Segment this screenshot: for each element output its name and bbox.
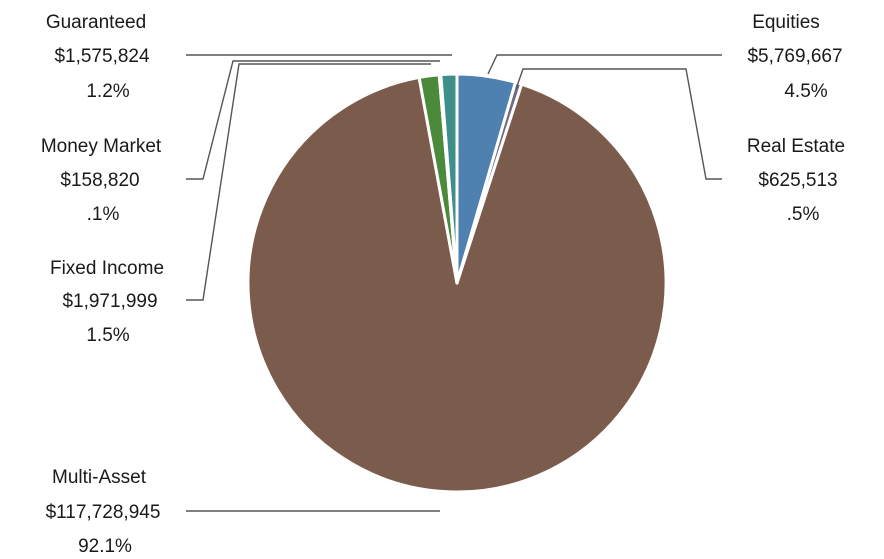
label-equities-amount: $5,769,667 [747,46,842,67]
label-guaranteed-amount: $1,575,824 [54,46,150,67]
label-money-market-percent: .1% [87,204,120,225]
label-fixed-income-percent: 1.5% [86,325,129,346]
label-fixed-income-name: Fixed Income [50,258,164,279]
label-guaranteed-percent: 1.2% [86,81,129,102]
label-multi-asset-percent: 92.1% [78,536,132,557]
label-money-market-name: Money Market [41,136,162,157]
leader-line-real-estate [515,68,722,180]
label-real-estate-name: Real Estate [747,136,845,157]
leader-lines [186,54,722,512]
label-multi-asset-amount: $117,728,945 [46,502,161,523]
leader-line-fixed-income [186,63,431,301]
label-fixed-income-amount: $1,971,999 [62,291,157,312]
leader-line-money-market [186,60,440,180]
pie-slice-guaranteed [439,72,459,285]
pie-slices [246,72,668,494]
label-equities-percent: 4.5% [784,81,827,102]
label-real-estate-amount: $625,513 [758,170,837,191]
pie-slice-multi-asset [246,75,668,494]
label-guaranteed-name: Guaranteed [46,12,146,33]
label-multi-asset-name: Multi-Asset [52,467,147,488]
label-money-market-amount: $158,820 [60,170,139,191]
leader-line-equities [487,54,722,75]
label-equities-name: Equities [752,12,820,33]
label-real-estate-percent: .5% [787,204,820,225]
